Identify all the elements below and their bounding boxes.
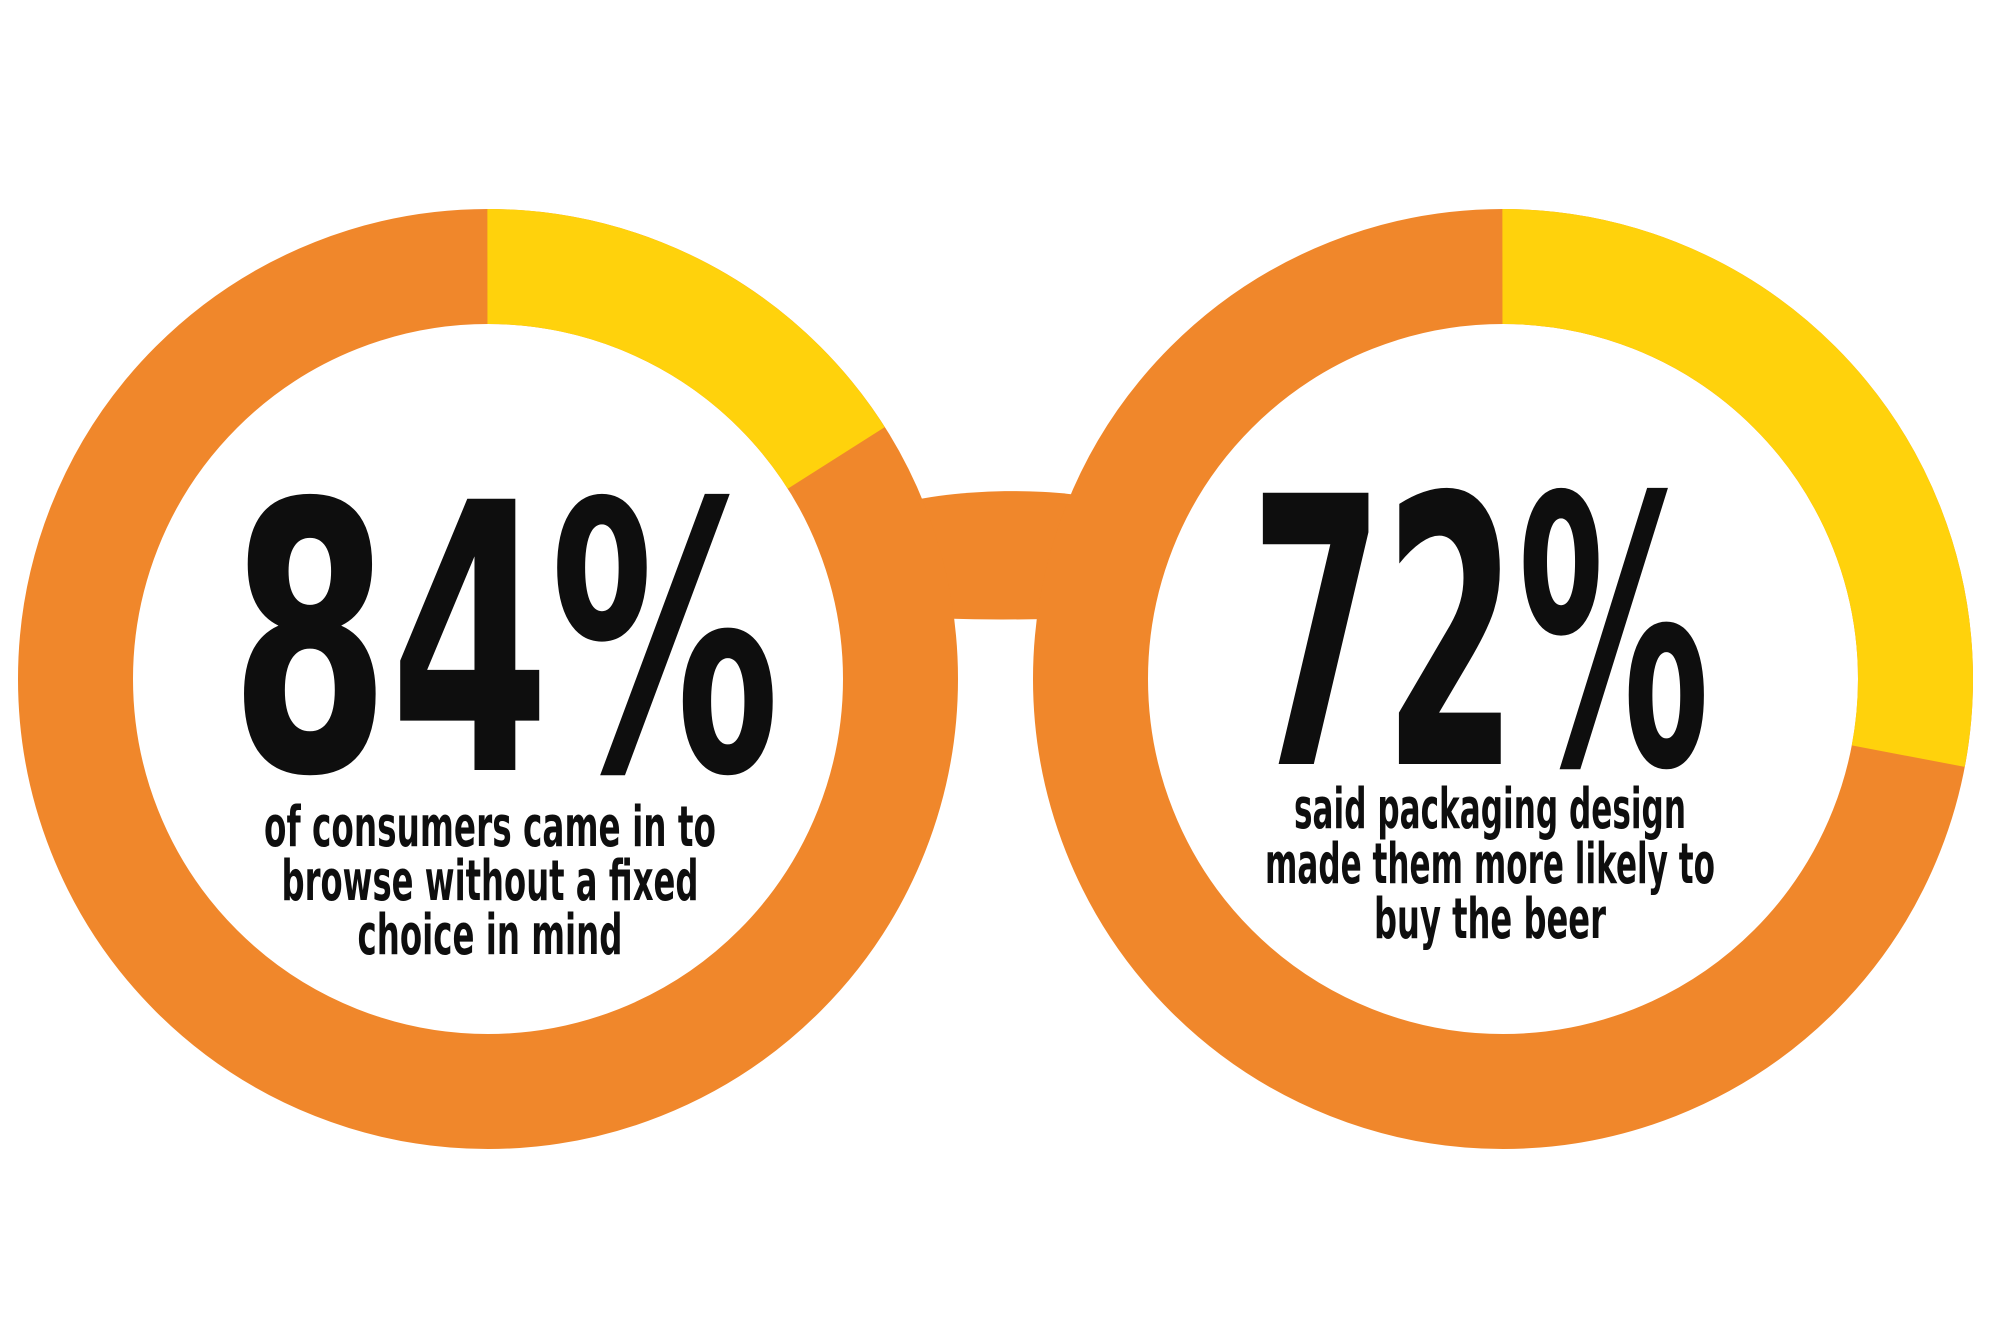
right-donut-remainder-arc bbox=[1033, 209, 1973, 1149]
right-caption-line-1: said packaging design bbox=[1294, 777, 1686, 842]
left-percentage-value: 84% bbox=[230, 425, 780, 858]
left-caption-line-3: choice in mind bbox=[358, 903, 623, 968]
right-caption-line-2: made them more likely to bbox=[1265, 832, 1715, 897]
left-donut-remainder-arc bbox=[18, 209, 958, 1149]
right-percentage-value: 72% bbox=[1250, 419, 1710, 852]
left-caption-line-2: browse without a fixed bbox=[282, 849, 699, 914]
left-caption-line-1: of consumers came in to bbox=[264, 795, 716, 860]
right-caption-line-3: buy the beer bbox=[1374, 887, 1606, 952]
